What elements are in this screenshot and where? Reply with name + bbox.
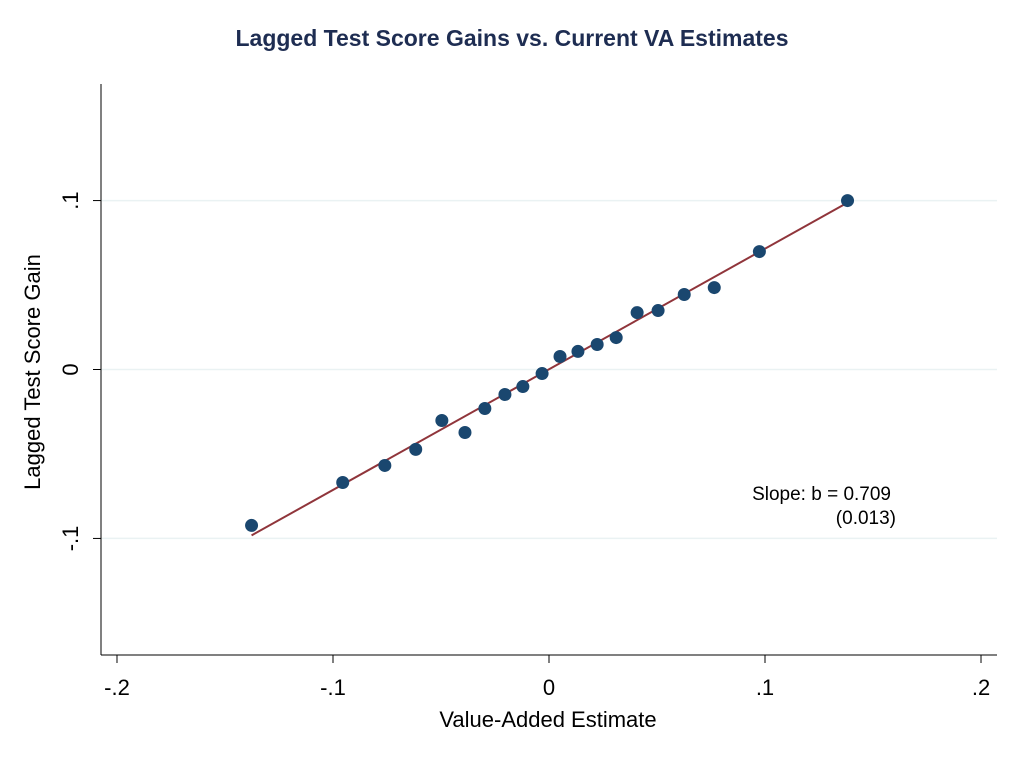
point — [478, 402, 492, 416]
point — [630, 306, 644, 320]
point — [651, 304, 665, 318]
y-tick-label: 0 — [58, 363, 83, 375]
point — [571, 344, 585, 358]
annotation: Slope: b = 0.709 — [752, 484, 891, 505]
point — [409, 442, 423, 456]
point — [752, 245, 766, 259]
point — [677, 287, 691, 301]
x-axis-label: Value-Added Estimate — [439, 707, 656, 732]
point — [553, 349, 567, 363]
point — [458, 426, 472, 440]
point — [378, 458, 392, 472]
x-tick-label: .2 — [972, 675, 990, 700]
point — [498, 388, 512, 402]
point — [841, 194, 855, 208]
x-tick-label: 0 — [543, 675, 555, 700]
x-tick-label: -.2 — [104, 675, 130, 700]
point — [245, 518, 259, 532]
y-tick-label: .1 — [58, 191, 83, 209]
point — [535, 367, 549, 381]
x-tick-label: -.1 — [320, 675, 346, 700]
point — [435, 414, 449, 428]
point — [516, 380, 530, 394]
point — [590, 337, 604, 351]
y-tick-label: -.1 — [58, 526, 83, 552]
y-axis-label: Lagged Test Score Gain — [20, 254, 45, 490]
chart-title: Lagged Test Score Gains vs. Current VA E… — [235, 25, 788, 51]
fit-line — [251, 201, 849, 537]
point — [336, 476, 350, 490]
point — [609, 331, 623, 345]
annotation: (0.013) — [836, 508, 896, 529]
point — [707, 281, 721, 295]
x-tick-label: .1 — [756, 675, 774, 700]
